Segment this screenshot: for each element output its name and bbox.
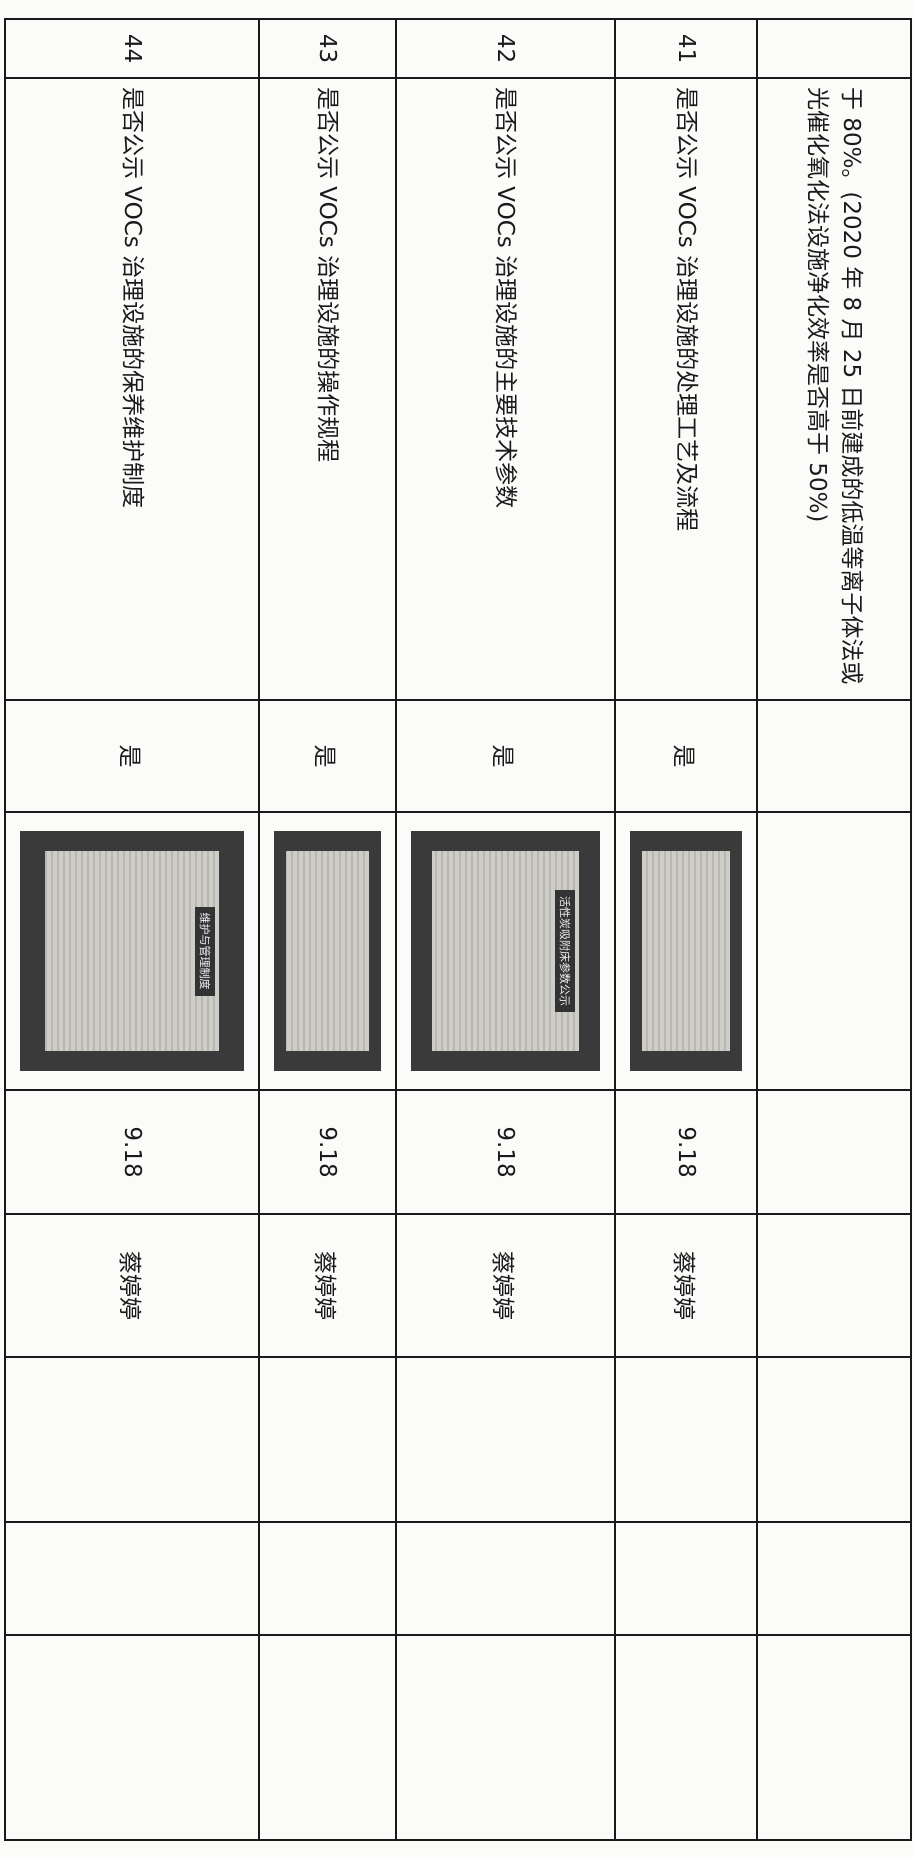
number-cell: 44 bbox=[5, 19, 259, 78]
photo bbox=[274, 831, 381, 1071]
answer-cell: 是 bbox=[615, 700, 757, 812]
number-cell bbox=[757, 19, 911, 78]
empty-cell bbox=[259, 1635, 396, 1840]
photo-cell: 活性炭吸附床参数公示 bbox=[396, 812, 615, 1090]
person-cell: 蔡婷婷 bbox=[396, 1214, 615, 1357]
photo-cell: 维护与管理制度 bbox=[5, 812, 259, 1090]
empty-cell bbox=[5, 1357, 259, 1522]
photo-paper bbox=[642, 851, 730, 1051]
empty-cell bbox=[757, 1522, 911, 1635]
photo-paper: 维护与管理制度 bbox=[44, 851, 220, 1051]
table-row: 43 是否公示 VOCs 治理设施的操作规程是 9.18 蔡婷婷 bbox=[259, 19, 396, 1840]
photo-paper bbox=[285, 851, 370, 1051]
item-cell: 于 80%。(2020 年 8 月 25 日前建成的低温等离子体法或光催化氧化法… bbox=[757, 78, 911, 700]
empty-cell bbox=[396, 1357, 615, 1522]
answer-cell: 是 bbox=[396, 700, 615, 812]
empty-cell bbox=[757, 700, 911, 812]
table-row: 于 80%。(2020 年 8 月 25 日前建成的低温等离子体法或光催化氧化法… bbox=[757, 19, 911, 1840]
table-row: 44 是否公示 VOCs 治理设施的保养维护制度是维护与管理制度 9.18 蔡婷婷 bbox=[5, 19, 259, 1840]
empty-cell bbox=[5, 1635, 259, 1840]
photo bbox=[630, 831, 742, 1071]
item-cell: 是否公示 VOCs 治理设施的主要技术参数 bbox=[396, 78, 615, 700]
inspection-table: 于 80%。(2020 年 8 月 25 日前建成的低温等离子体法或光催化氧化法… bbox=[4, 18, 912, 1841]
item-cell: 是否公示 VOCs 治理设施的处理工艺及流程 bbox=[615, 78, 757, 700]
date-cell: 9.18 bbox=[615, 1090, 757, 1214]
empty-cell bbox=[757, 1357, 911, 1522]
person-cell: 蔡婷婷 bbox=[5, 1214, 259, 1357]
photo: 活性炭吸附床参数公示 bbox=[411, 831, 600, 1071]
empty-cell bbox=[259, 1522, 396, 1635]
person-cell: 蔡婷婷 bbox=[259, 1214, 396, 1357]
empty-cell bbox=[615, 1522, 757, 1635]
photo-cell bbox=[259, 812, 396, 1090]
empty-cell bbox=[396, 1522, 615, 1635]
number-cell: 41 bbox=[615, 19, 757, 78]
empty-cell bbox=[757, 1214, 911, 1357]
date-cell: 9.18 bbox=[259, 1090, 396, 1214]
empty-cell bbox=[615, 1357, 757, 1522]
item-cell: 是否公示 VOCs 治理设施的操作规程 bbox=[259, 78, 396, 700]
empty-cell bbox=[757, 812, 911, 1090]
item-cell: 是否公示 VOCs 治理设施的保养维护制度 bbox=[5, 78, 259, 700]
photo-cell bbox=[615, 812, 757, 1090]
table-row: 42 是否公示 VOCs 治理设施的主要技术参数是活性炭吸附床参数公示 9.18 蔡婷… bbox=[396, 19, 615, 1840]
number-cell: 43 bbox=[259, 19, 396, 78]
date-cell: 9.18 bbox=[396, 1090, 615, 1214]
empty-cell bbox=[259, 1357, 396, 1522]
date-cell: 9.18 bbox=[5, 1090, 259, 1214]
empty-cell bbox=[757, 1635, 911, 1840]
number-cell: 42 bbox=[396, 19, 615, 78]
answer-cell: 是 bbox=[5, 700, 259, 812]
person-cell: 蔡婷婷 bbox=[615, 1214, 757, 1357]
answer-cell: 是 bbox=[259, 700, 396, 812]
empty-cell bbox=[757, 1090, 911, 1214]
empty-cell bbox=[5, 1522, 259, 1635]
photo-caption: 活性炭吸附床参数公示 bbox=[555, 890, 576, 1012]
photo: 维护与管理制度 bbox=[20, 831, 244, 1071]
table-row: 41 是否公示 VOCs 治理设施的处理工艺及流程是 9.18 蔡婷婷 bbox=[615, 19, 757, 1840]
photo-paper: 活性炭吸附床参数公示 bbox=[431, 851, 580, 1051]
empty-cell bbox=[396, 1635, 615, 1840]
photo-caption: 维护与管理制度 bbox=[195, 906, 216, 996]
empty-cell bbox=[615, 1635, 757, 1840]
